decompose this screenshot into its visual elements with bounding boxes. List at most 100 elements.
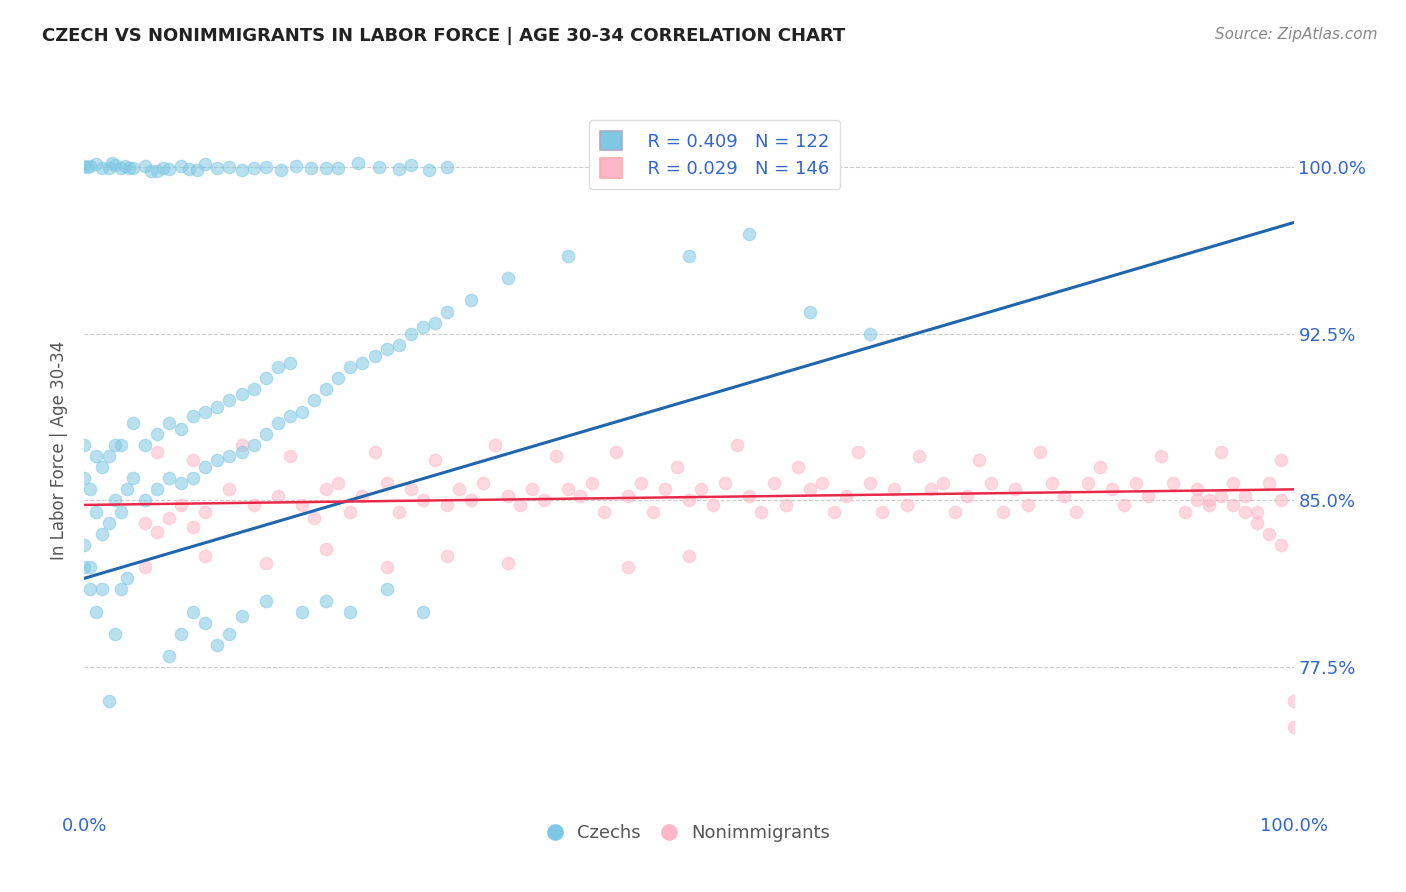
- Point: [97, 449, 120, 463]
- Point: [654, 483, 676, 497]
- Point: [738, 489, 761, 503]
- Point: [218, 483, 240, 497]
- Point: [242, 382, 264, 396]
- Point: [157, 162, 180, 177]
- Point: [79, 560, 101, 574]
- Point: [617, 560, 640, 574]
- Point: [690, 483, 713, 497]
- Point: [920, 483, 942, 497]
- Point: [218, 393, 240, 408]
- Point: [328, 371, 350, 385]
- Point: [1282, 693, 1305, 707]
- Point: [86, 449, 108, 463]
- Point: [1258, 526, 1281, 541]
- Point: [242, 161, 264, 176]
- Point: [388, 505, 411, 519]
- Point: [423, 453, 446, 467]
- Point: [872, 505, 894, 519]
- Point: [1258, 475, 1281, 490]
- Point: [593, 505, 616, 519]
- Point: [581, 475, 603, 490]
- Point: [1028, 444, 1050, 458]
- Point: [299, 161, 322, 176]
- Point: [883, 483, 905, 497]
- Point: [1270, 453, 1292, 467]
- Point: [218, 160, 240, 174]
- Point: [254, 160, 277, 174]
- Point: [121, 416, 143, 430]
- Point: [641, 505, 664, 519]
- Point: [449, 483, 471, 497]
- Point: [533, 493, 555, 508]
- Text: CZECH VS NONIMMIGRANTS IN LABOR FORCE | AGE 30-34 CORRELATION CHART: CZECH VS NONIMMIGRANTS IN LABOR FORCE | …: [42, 27, 845, 45]
- Point: [859, 475, 882, 490]
- Point: [134, 493, 156, 508]
- Point: [179, 161, 201, 176]
- Point: [231, 386, 253, 401]
- Point: [496, 489, 519, 503]
- Point: [1064, 505, 1087, 519]
- Point: [76, 161, 98, 175]
- Point: [254, 593, 277, 607]
- Point: [104, 627, 127, 641]
- Point: [1270, 493, 1292, 508]
- Point: [302, 393, 325, 408]
- Point: [86, 605, 108, 619]
- Point: [363, 349, 385, 363]
- Point: [1185, 493, 1208, 508]
- Point: [762, 475, 785, 490]
- Point: [399, 158, 422, 172]
- Point: [388, 338, 411, 352]
- Point: [1185, 483, 1208, 497]
- Point: [846, 444, 869, 458]
- Point: [315, 542, 337, 557]
- Point: [181, 471, 204, 485]
- Point: [347, 156, 370, 170]
- Point: [110, 505, 132, 519]
- Point: [496, 556, 519, 570]
- Point: [1246, 505, 1268, 519]
- Point: [423, 316, 446, 330]
- Point: [278, 356, 301, 370]
- Point: [993, 505, 1015, 519]
- Point: [134, 560, 156, 574]
- Point: [1282, 720, 1305, 734]
- Point: [509, 498, 531, 512]
- Point: [121, 161, 143, 175]
- Point: [157, 416, 180, 430]
- Point: [267, 360, 290, 375]
- Point: [114, 159, 136, 173]
- Point: [835, 489, 858, 503]
- Point: [146, 426, 169, 441]
- Point: [811, 475, 834, 490]
- Point: [399, 483, 422, 497]
- Point: [472, 475, 495, 490]
- Point: [104, 438, 127, 452]
- Point: [86, 505, 108, 519]
- Point: [207, 400, 229, 414]
- Point: [73, 560, 96, 574]
- Point: [460, 493, 482, 508]
- Point: [775, 498, 797, 512]
- Point: [291, 498, 314, 512]
- Point: [254, 556, 277, 570]
- Point: [1234, 505, 1257, 519]
- Point: [859, 326, 882, 341]
- Point: [146, 444, 169, 458]
- Point: [678, 249, 700, 263]
- Point: [231, 444, 253, 458]
- Point: [932, 475, 955, 490]
- Point: [104, 158, 127, 172]
- Point: [86, 156, 108, 170]
- Point: [339, 360, 361, 375]
- Point: [97, 693, 120, 707]
- Point: [207, 161, 229, 175]
- Point: [1270, 538, 1292, 552]
- Point: [254, 426, 277, 441]
- Point: [267, 416, 290, 430]
- Point: [751, 505, 773, 519]
- Point: [436, 549, 458, 563]
- Point: [302, 511, 325, 525]
- Point: [146, 164, 169, 178]
- Point: [418, 162, 440, 177]
